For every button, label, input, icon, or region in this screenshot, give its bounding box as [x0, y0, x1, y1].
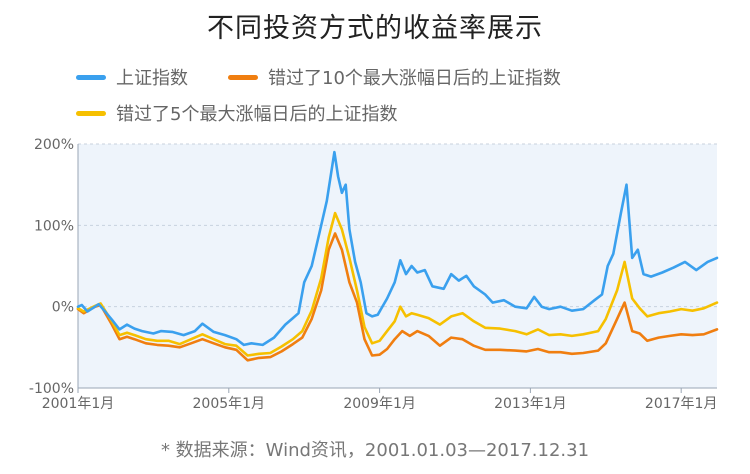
x-tick-label: 2009年1月: [343, 396, 416, 412]
legend-swatch-missed-10: [228, 74, 258, 80]
legend-swatch-missed-5: [76, 110, 106, 116]
legend-label-missed-10: 错过了10个最大涨幅日后的上证指数: [268, 68, 561, 89]
legend-swatch-sse: [76, 74, 106, 80]
series-line-missed-5: [76, 211, 719, 357]
x-tick-label: 2013年1月: [494, 396, 567, 412]
legend-label-missed-5: 错过了5个最大涨幅日后的上证指数: [116, 104, 398, 125]
source-note: * 数据来源：Wind资讯，2001.01.03—2017.12.31: [160, 440, 590, 461]
series-line-sse: [76, 150, 719, 347]
legend-item-missed-10: 错过了10个最大涨幅日后的上证指数: [228, 64, 561, 90]
y-tick-label: 200%: [34, 137, 74, 153]
chart-title: 不同投资方式的收益率展示: [207, 13, 543, 44]
legend-item-sse: 上证指数: [76, 64, 188, 90]
x-tick-label: 2001年1月: [42, 396, 115, 412]
legend-label-sse: 上证指数: [116, 68, 188, 89]
y-tick-label: -100%: [29, 381, 74, 397]
legend-item-missed-5: 错过了5个最大涨幅日后的上证指数: [76, 100, 397, 126]
x-tick-label: 2005年1月: [193, 396, 266, 412]
y-tick-label: 0%: [52, 300, 74, 316]
y-tick-label: 100%: [34, 218, 74, 234]
series-line-missed-10: [76, 232, 719, 362]
x-tick-label: 2017年1月: [645, 396, 718, 412]
plot-area: [78, 144, 717, 388]
